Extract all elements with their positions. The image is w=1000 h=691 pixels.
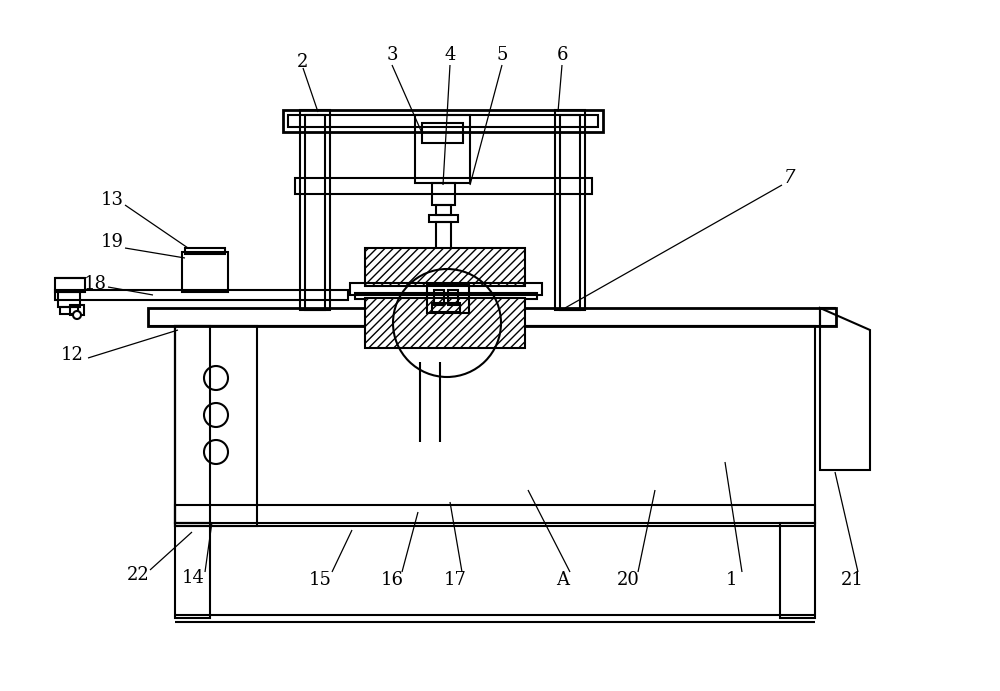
- Text: 1: 1: [726, 571, 738, 589]
- Bar: [422, 123, 463, 143]
- Text: 5: 5: [496, 46, 508, 64]
- Bar: [560, 115, 580, 310]
- Text: 7: 7: [784, 169, 796, 187]
- Bar: [432, 303, 460, 312]
- Bar: [300, 110, 330, 310]
- Bar: [355, 293, 537, 299]
- Bar: [175, 326, 257, 526]
- Bar: [182, 252, 228, 292]
- Text: 17: 17: [444, 571, 466, 589]
- Text: 19: 19: [100, 233, 124, 251]
- Bar: [60, 307, 78, 314]
- Bar: [365, 248, 525, 286]
- Bar: [436, 205, 451, 215]
- Text: 13: 13: [100, 191, 124, 209]
- Bar: [434, 290, 444, 305]
- Text: 4: 4: [444, 46, 456, 64]
- Bar: [175, 505, 815, 523]
- Bar: [55, 278, 85, 292]
- Bar: [55, 290, 348, 300]
- Bar: [427, 285, 469, 313]
- Text: 12: 12: [61, 346, 83, 364]
- Bar: [288, 115, 598, 127]
- Bar: [175, 326, 210, 523]
- Text: 14: 14: [182, 569, 204, 587]
- Text: 16: 16: [380, 571, 404, 589]
- Text: 3: 3: [386, 46, 398, 64]
- Bar: [429, 215, 458, 222]
- Bar: [58, 292, 80, 307]
- Bar: [70, 305, 84, 315]
- Text: 21: 21: [841, 571, 863, 589]
- Bar: [175, 523, 210, 618]
- Text: 6: 6: [556, 46, 568, 64]
- Bar: [780, 523, 815, 618]
- Bar: [436, 222, 451, 250]
- Bar: [148, 308, 836, 326]
- Text: 18: 18: [84, 275, 106, 293]
- Circle shape: [73, 311, 81, 319]
- Bar: [185, 248, 225, 254]
- Text: 2: 2: [297, 53, 309, 71]
- Bar: [305, 115, 325, 310]
- Text: 20: 20: [617, 571, 639, 589]
- Bar: [555, 110, 585, 310]
- Bar: [415, 115, 470, 183]
- Bar: [295, 178, 592, 194]
- Text: 15: 15: [309, 571, 331, 589]
- Bar: [175, 326, 815, 526]
- Bar: [350, 283, 542, 295]
- Text: 22: 22: [127, 566, 149, 584]
- Bar: [432, 183, 455, 205]
- Bar: [283, 110, 603, 132]
- Text: A: A: [556, 571, 570, 589]
- Bar: [448, 290, 458, 305]
- Bar: [365, 298, 525, 348]
